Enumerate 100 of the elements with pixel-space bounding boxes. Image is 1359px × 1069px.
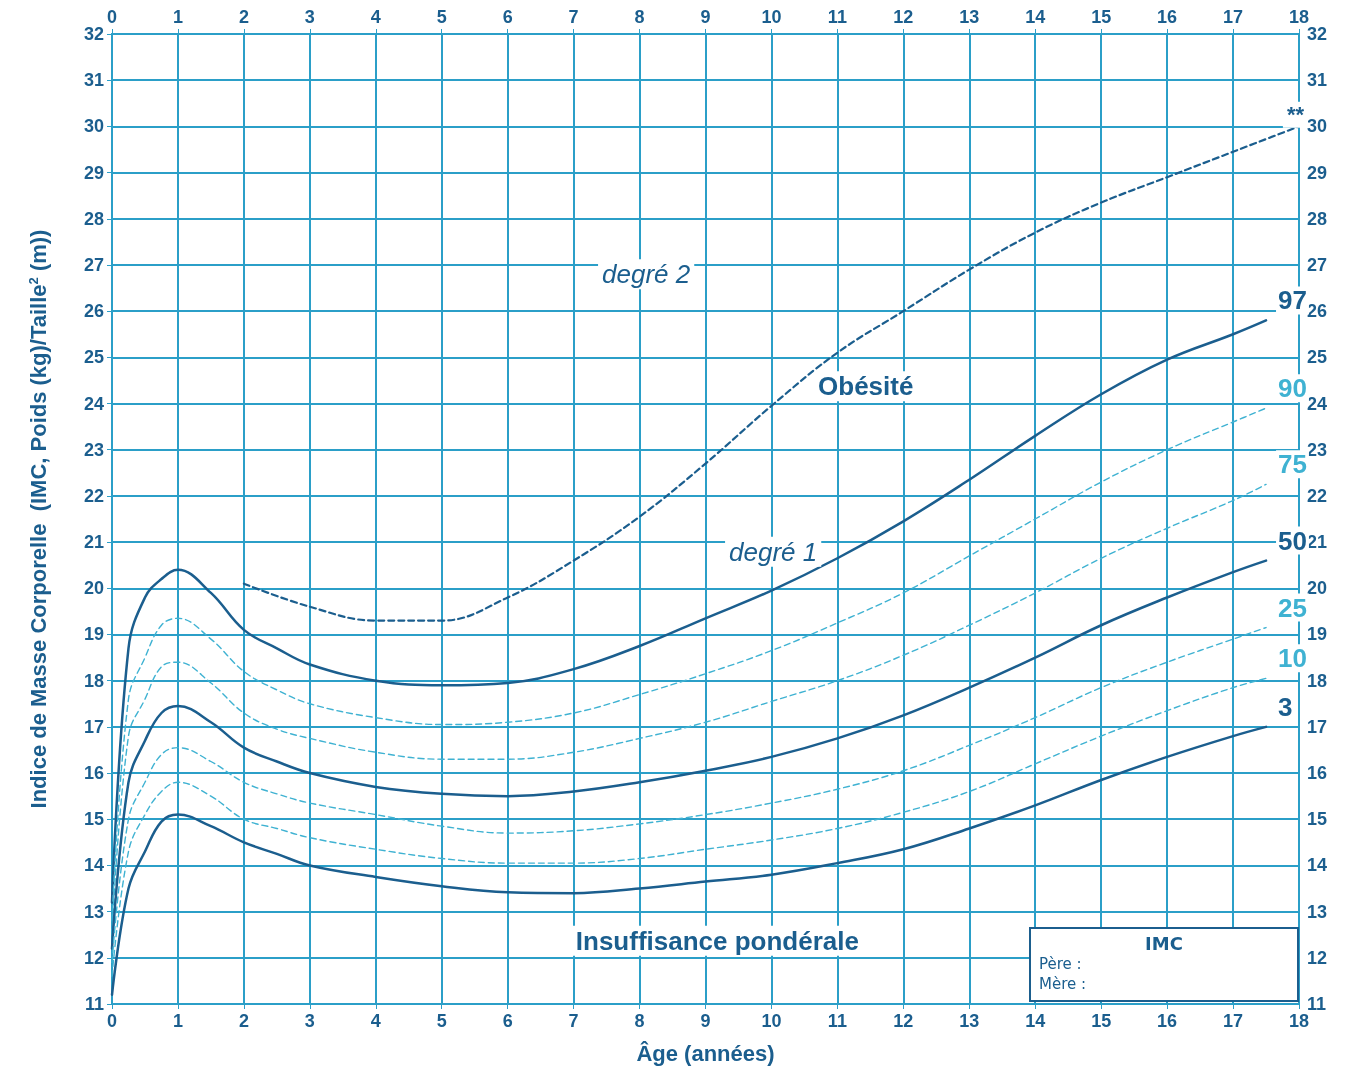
series-label: 25 <box>1278 592 1307 623</box>
series-label: 75 <box>1278 449 1307 480</box>
x2-tick-label: 5 <box>436 7 447 27</box>
y2-tick-label: 19 <box>1307 624 1328 645</box>
y2-tick-label: 29 <box>1307 162 1328 183</box>
annotation: ** <box>1286 102 1305 128</box>
y-tick-label: 23 <box>83 439 104 460</box>
y-tick-label: 14 <box>83 855 104 876</box>
y-tick-label: 32 <box>83 24 104 44</box>
x-tick-label: 2 <box>238 1011 249 1031</box>
x-tick-label: 0 <box>106 1011 118 1031</box>
x-tick-label: 15 <box>1091 1011 1112 1031</box>
series-label: 97 <box>1278 285 1307 316</box>
x2-tick-label: 9 <box>700 7 711 27</box>
y2-tick-label: 22 <box>1307 485 1328 506</box>
x2-tick-label: 1 <box>172 7 183 27</box>
x2-tick-label: 14 <box>1025 7 1046 27</box>
x2-tick-label: 4 <box>370 7 381 27</box>
y2-tick-label: 20 <box>1307 578 1328 599</box>
x2-tick-label: 18 <box>1288 7 1310 27</box>
y-tick-label: 21 <box>83 532 104 553</box>
x-tick-label: 13 <box>959 1011 980 1031</box>
x-tick-label: 16 <box>1157 1011 1178 1031</box>
y-tick-label: 22 <box>83 485 104 506</box>
annotation: Insuffisance pondérale <box>575 925 859 956</box>
x-tick-label: 10 <box>761 1011 782 1031</box>
annotation: Mère : <box>1039 974 1088 994</box>
y-tick-label: 18 <box>83 670 104 691</box>
x2-tick-label: 12 <box>893 7 914 27</box>
y2-tick-label: 13 <box>1307 901 1328 922</box>
x-tick-label: 14 <box>1025 1011 1046 1031</box>
x2-tick-label: 2 <box>238 7 249 27</box>
x2-tick-label: 15 <box>1091 7 1112 27</box>
y-tick-label: 16 <box>83 763 104 784</box>
x-axis-title: Âge (années) <box>636 1040 775 1066</box>
x2-tick-label: 11 <box>827 7 847 27</box>
x-tick-label: 5 <box>436 1011 447 1031</box>
x-tick-label: 18 <box>1288 1011 1310 1031</box>
x2-tick-label: 3 <box>304 7 315 27</box>
y2-tick-label: 32 <box>1307 24 1328 44</box>
annotation: Père : <box>1039 954 1083 974</box>
y2-tick-label: 14 <box>1307 855 1328 876</box>
x-tick-label: 17 <box>1223 1011 1244 1031</box>
x2-tick-label: 0 <box>106 7 118 27</box>
y-tick-label: 30 <box>83 116 104 137</box>
x-tick-label: 9 <box>700 1011 711 1031</box>
y-tick-label: 19 <box>83 624 104 645</box>
x-tick-label: 1 <box>172 1011 183 1031</box>
x-tick-label: 7 <box>568 1011 579 1031</box>
series-label: 10 <box>1278 643 1307 674</box>
y2-tick-label: 25 <box>1307 347 1328 368</box>
y-axis-title: Indice de Masse Corporelle (IMC, Poids (kg)/Taille2 (m)) <box>26 229 51 809</box>
x2-tick-label: 13 <box>959 7 980 27</box>
annotation: degré 1 <box>729 536 818 567</box>
x-tick-label: 8 <box>634 1011 645 1031</box>
x-tick-label: 11 <box>827 1011 847 1031</box>
annotation: Obésité <box>818 371 914 402</box>
y2-tick-label: 24 <box>1307 393 1328 414</box>
y-tick-label: 25 <box>83 347 104 368</box>
y-tick-label: 27 <box>83 254 104 275</box>
y2-tick-label: 26 <box>1307 301 1328 322</box>
series-label: 3 <box>1278 691 1293 722</box>
annotation: degré 2 <box>602 259 691 290</box>
y2-tick-label: 15 <box>1307 809 1328 830</box>
y-tick-label: 31 <box>83 70 104 91</box>
y-tick-label: 24 <box>83 393 104 414</box>
annotation: IMC <box>1144 933 1184 954</box>
y2-tick-label: 17 <box>1307 716 1328 737</box>
series-label: 90 <box>1278 373 1307 404</box>
y-tick-label: 15 <box>83 809 104 830</box>
x-tick-label: 12 <box>893 1011 914 1031</box>
y2-tick-label: 30 <box>1307 116 1328 137</box>
y2-tick-label: 11 <box>1307 994 1327 1014</box>
x2-tick-label: 17 <box>1223 7 1244 27</box>
parent-form-box: IMC Père : Mère : <box>1029 927 1299 1002</box>
x2-tick-label: 8 <box>634 7 645 27</box>
x-tick-label: 6 <box>502 1011 513 1031</box>
y2-tick-label: 31 <box>1307 70 1328 91</box>
y2-tick-label: 21 <box>1307 532 1328 553</box>
y2-tick-label: 27 <box>1307 254 1328 275</box>
y-tick-label: 20 <box>83 578 104 599</box>
y-tick-label: 12 <box>83 947 104 968</box>
y-tick-label: 28 <box>83 208 104 229</box>
x2-tick-label: 7 <box>568 7 579 27</box>
x2-tick-label: 16 <box>1157 7 1178 27</box>
series-label: 50 <box>1278 525 1307 556</box>
y2-tick-label: 18 <box>1307 670 1328 691</box>
y2-tick-label: 28 <box>1307 208 1328 229</box>
y2-tick-label: 23 <box>1307 439 1328 460</box>
y-tick-label: 29 <box>83 162 104 183</box>
y-tick-label: 26 <box>83 301 104 322</box>
y2-tick-label: 16 <box>1307 763 1328 784</box>
x-tick-label: 4 <box>370 1011 381 1031</box>
y-tick-label: 11 <box>84 994 104 1014</box>
y-tick-label: 17 <box>83 716 104 737</box>
x-tick-label: 3 <box>304 1011 315 1031</box>
y-tick-label: 13 <box>83 901 104 922</box>
x2-tick-label: 10 <box>761 7 782 27</box>
x2-tick-label: 6 <box>502 7 513 27</box>
y2-tick-label: 12 <box>1307 947 1328 968</box>
